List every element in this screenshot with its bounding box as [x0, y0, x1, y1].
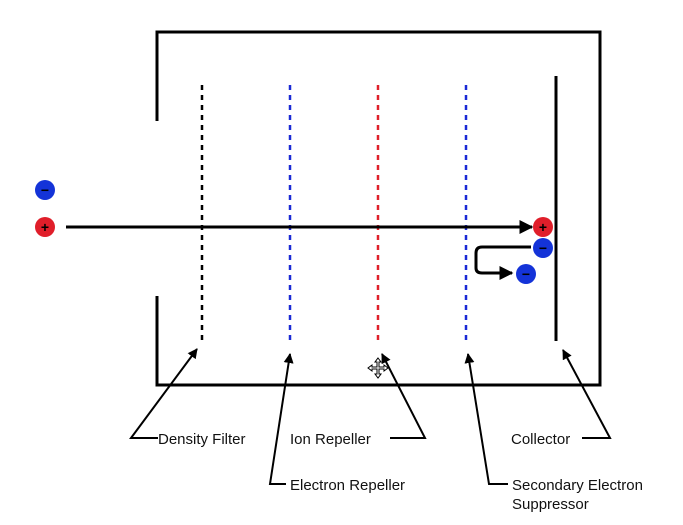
- collector-label: Collector: [511, 431, 571, 448]
- positive-ion-particle-collector: +: [533, 217, 553, 237]
- secondary-electron-suppressor-label-line2: Suppressor: [512, 496, 589, 513]
- ion-repeller-label: Ion Repeller: [290, 431, 371, 448]
- secondary-electron-particle-returned: −: [516, 264, 536, 284]
- secondary-electron-path-arrow: [474, 245, 531, 280]
- negative-sign: −: [41, 182, 49, 198]
- secondary-electron-suppressor-label-line1: Secondary Electron: [512, 477, 643, 494]
- negative-sign: −: [539, 240, 547, 256]
- negative-sign: −: [522, 266, 530, 282]
- collector-leader-arrow: [562, 349, 612, 439]
- density-filter-label: Density Filter: [158, 431, 246, 448]
- electron-repeller-leader-arrow: [268, 353, 294, 485]
- secondary-electron-suppressor-leader-arrow: [464, 353, 508, 485]
- ion-repeller-leader-arrow: [381, 353, 427, 439]
- density-filter-leader-arrow: [129, 348, 198, 439]
- positive-ion-particle-left: +: [35, 217, 55, 237]
- electron-repeller-label: Electron Repeller: [290, 477, 406, 494]
- positive-sign: +: [41, 219, 49, 235]
- positive-sign: +: [539, 219, 547, 235]
- move-cursor-icon: [367, 357, 389, 379]
- housing-enclosure: [155, 30, 602, 387]
- secondary-electron-particle-collector: −: [533, 238, 553, 258]
- electron-particle-left: −: [35, 180, 55, 200]
